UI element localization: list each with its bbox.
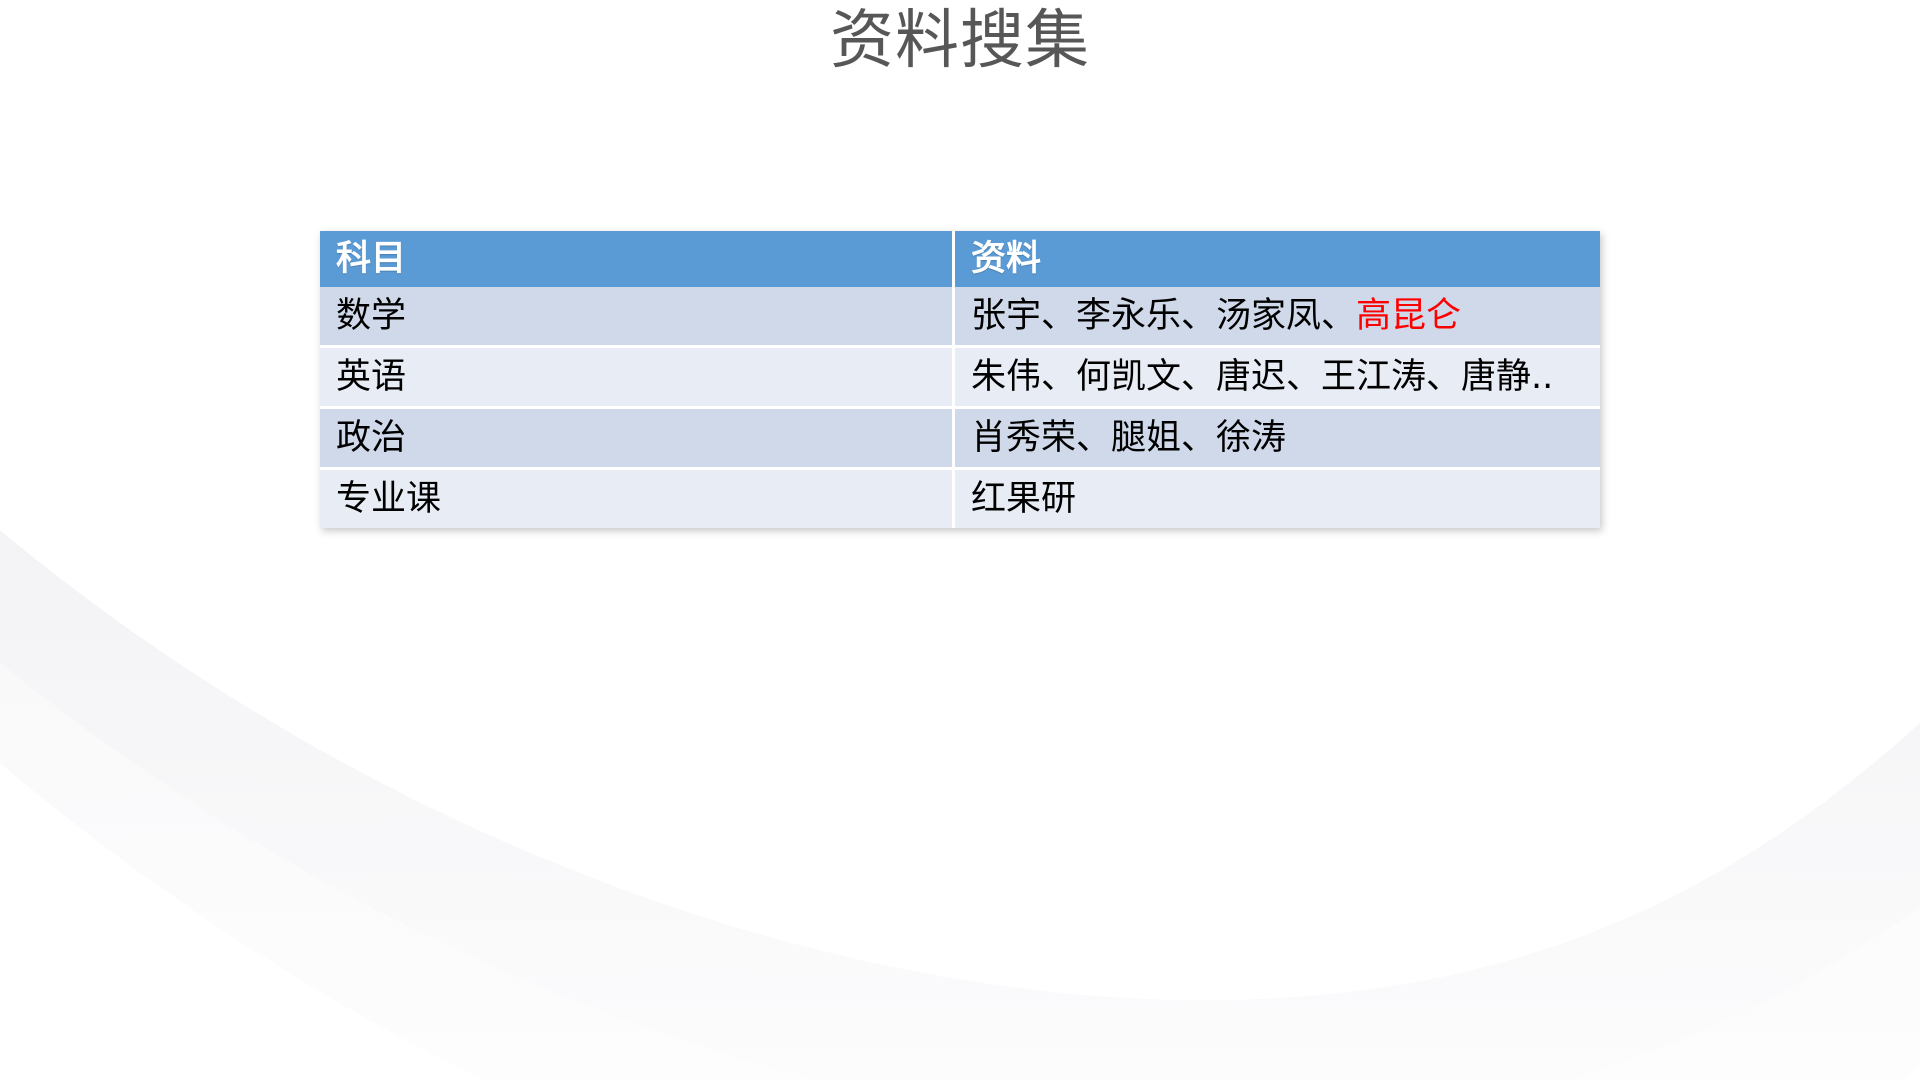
column-header-material: 资料	[952, 231, 1600, 287]
cell-material: 红果研	[952, 470, 1600, 528]
cell-subject: 英语	[320, 348, 952, 409]
cell-material-text: 肖秀荣、腿姐、徐涛	[971, 418, 1287, 458]
cell-material: 张宇、李永乐、汤家凤、高昆仑	[952, 287, 1600, 348]
table-row: 政治 肖秀荣、腿姐、徐涛	[320, 409, 1600, 470]
cell-material: 朱伟、何凯文、唐迟、王江涛、唐静..	[952, 348, 1600, 409]
slide-title: 资料搜集	[830, 4, 1090, 78]
table-row: 数学 张宇、李永乐、汤家凤、高昆仑	[320, 287, 1600, 348]
materials-table-container: 科目 资料 数学 张宇、李永乐、汤家凤、高昆仑 英语 朱伟、何凯文、唐迟、王江涛…	[320, 231, 1600, 528]
materials-table: 科目 资料 数学 张宇、李永乐、汤家凤、高昆仑 英语 朱伟、何凯文、唐迟、王江涛…	[320, 231, 1600, 528]
table-row: 英语 朱伟、何凯文、唐迟、王江涛、唐静..	[320, 348, 1600, 409]
cell-material-text: 红果研	[971, 479, 1077, 519]
column-header-subject: 科目	[320, 231, 952, 287]
table-header-row: 科目 资料	[320, 231, 1600, 287]
cell-subject: 专业课	[320, 470, 952, 528]
cell-material-highlight: 高昆仑	[1356, 296, 1462, 336]
cell-material-text: 张宇、李永乐、汤家凤、	[971, 296, 1357, 336]
cell-subject: 政治	[320, 409, 952, 470]
table-header: 科目 资料	[320, 231, 1600, 287]
cell-material: 肖秀荣、腿姐、徐涛	[952, 409, 1600, 470]
table-body: 数学 张宇、李永乐、汤家凤、高昆仑 英语 朱伟、何凯文、唐迟、王江涛、唐静.. …	[320, 287, 1600, 528]
cell-subject: 数学	[320, 287, 952, 348]
cell-material-text: 朱伟、何凯文、唐迟、王江涛、唐静..	[971, 357, 1554, 397]
table-row: 专业课 红果研	[320, 470, 1600, 528]
